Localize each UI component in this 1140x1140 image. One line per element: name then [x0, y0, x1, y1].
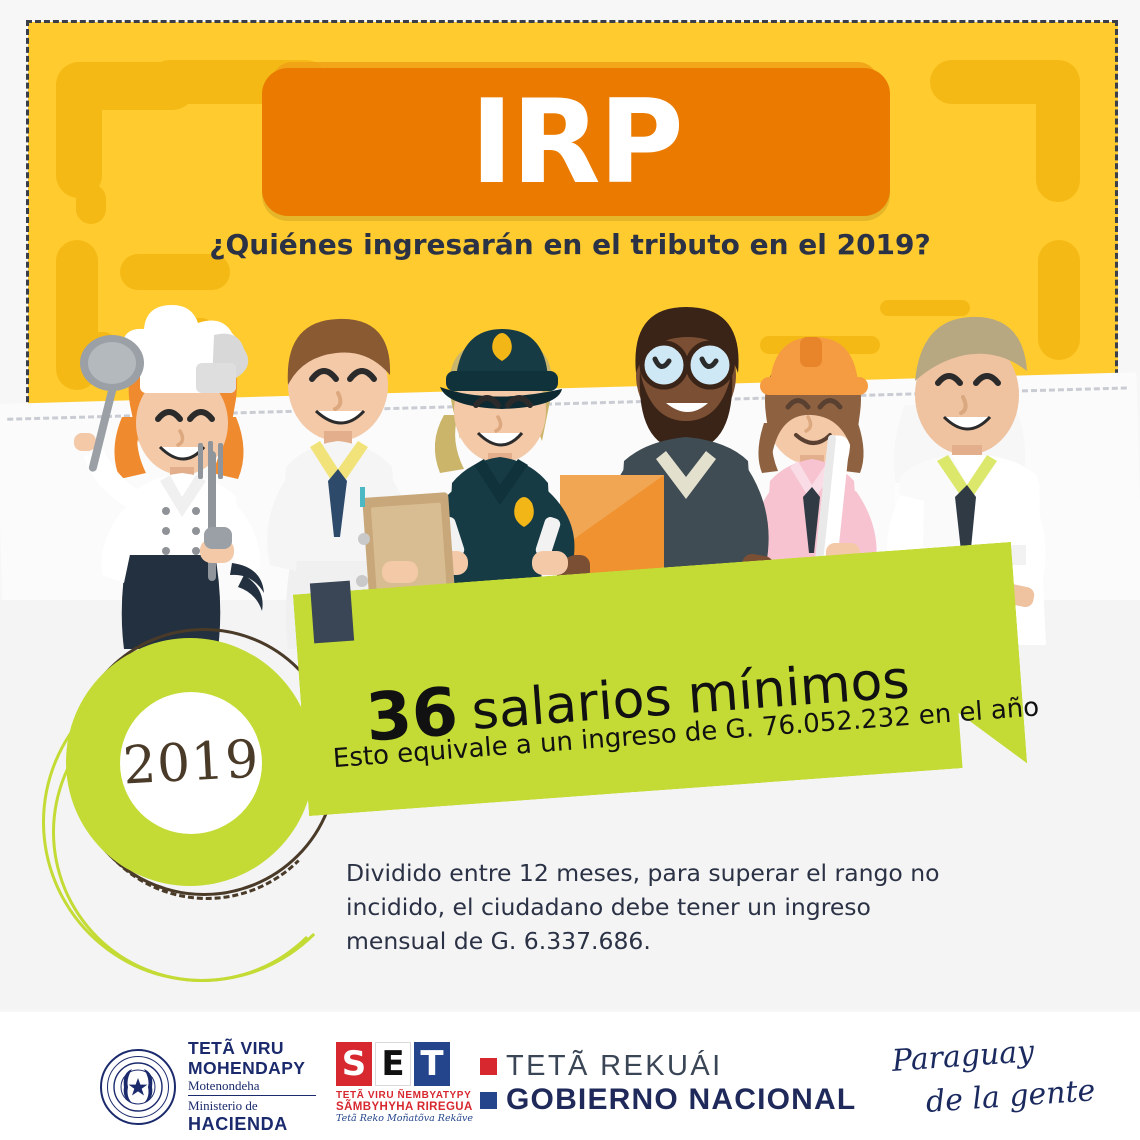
character-bearded-man [556, 307, 774, 649]
set-logo-stack: S E T TETÃ VIRU ÑEMBYATYPY SÃMBYHYHA RIR… [336, 1042, 473, 1124]
set-letter-e: E [375, 1042, 411, 1086]
blue-square-icon [480, 1091, 497, 1109]
red-square-icon [480, 1058, 497, 1075]
decor-blob-4 [76, 184, 106, 224]
character-office-worker [267, 318, 456, 649]
set-line-1: TETÃ VIRU ÑEMBYATYPY [336, 1090, 472, 1101]
hacienda-text: TETÃ VIRU MOHENDAPY Motenondeha Minister… [188, 1038, 316, 1135]
ribbon-fold-left [309, 580, 355, 644]
page-title: IRP [470, 74, 684, 210]
logo-gobierno-nacional: TETÃ REKUÁI GOBIERNO NACIONAL [480, 1050, 856, 1117]
decor-blob-2 [56, 62, 102, 198]
dashed-border-top [26, 20, 1118, 23]
decor-blob-10 [1036, 62, 1080, 202]
hacienda-divider [188, 1095, 316, 1096]
set-letter-s: S [336, 1042, 372, 1086]
decor-blob-15 [880, 300, 970, 316]
logo-paraguay-de-la-gente: Paraguay de la gente [891, 1034, 1097, 1120]
set-line-3: Tetã Reko Moñatõva Rekãve [336, 1113, 473, 1124]
footer-logos: TETÃ VIRU MOHENDAPY Motenondeha Minister… [0, 1012, 1140, 1140]
badge-year-label: 2019 [121, 729, 261, 797]
year-badge: 2019 [42, 622, 392, 982]
gobierno-line-2: GOBIERNO NACIONAL [506, 1083, 857, 1116]
page-subtitle: ¿Quiénes ingresarán en el tributo en el … [209, 228, 931, 261]
gobierno-row-1: TETÃ REKUÁI [480, 1050, 856, 1083]
decor-blob-11 [1038, 240, 1080, 360]
hacienda-line-3: Motenondeha [188, 1078, 260, 1093]
badge-arc-outer-2 [42, 662, 362, 982]
paraguay-stack: Paraguay de la gente [891, 1034, 1097, 1120]
decor-blob-6 [120, 254, 230, 290]
paraguay-line-2: de la gente [924, 1073, 1097, 1120]
dashed-border-right [1115, 20, 1118, 420]
character-chef [74, 305, 264, 649]
republic-seal-icon [100, 1048, 176, 1125]
gobierno-row-2: GOBIERNO NACIONAL [480, 1083, 856, 1117]
paraguay-line-1: Paraguay [890, 1034, 1036, 1079]
logo-set: S E T TETÃ VIRU ÑEMBYATYPY SÃMBYHYHA RIR… [336, 1042, 473, 1124]
set-line-2: SÃMBYHYHA RIREGUA [336, 1101, 473, 1113]
gobierno-stack: TETÃ REKUÁI GOBIERNO NACIONAL [480, 1050, 856, 1117]
seal-inner-icon [113, 1061, 163, 1112]
hacienda-line-4: Ministerio de [188, 1098, 258, 1113]
badge-inner-circle: 2019 [120, 692, 262, 834]
hacienda-line-5: HACIENDA [188, 1114, 288, 1134]
body-paragraph: Dividido entre 12 meses, para superar el… [346, 859, 940, 955]
gobierno-line-1: TETÃ REKUÁI [506, 1050, 723, 1082]
set-letter-marks: S E T [336, 1042, 473, 1086]
logo-hacienda: TETÃ VIRU MOHENDAPY Motenondeha Minister… [100, 1038, 316, 1135]
hacienda-line-1: TETÃ VIRU [188, 1038, 284, 1058]
dashed-border-left [26, 20, 29, 420]
title-box [262, 68, 890, 216]
set-letter-t: T [414, 1042, 450, 1086]
hacienda-line-2: MOHENDAPY [188, 1058, 306, 1078]
